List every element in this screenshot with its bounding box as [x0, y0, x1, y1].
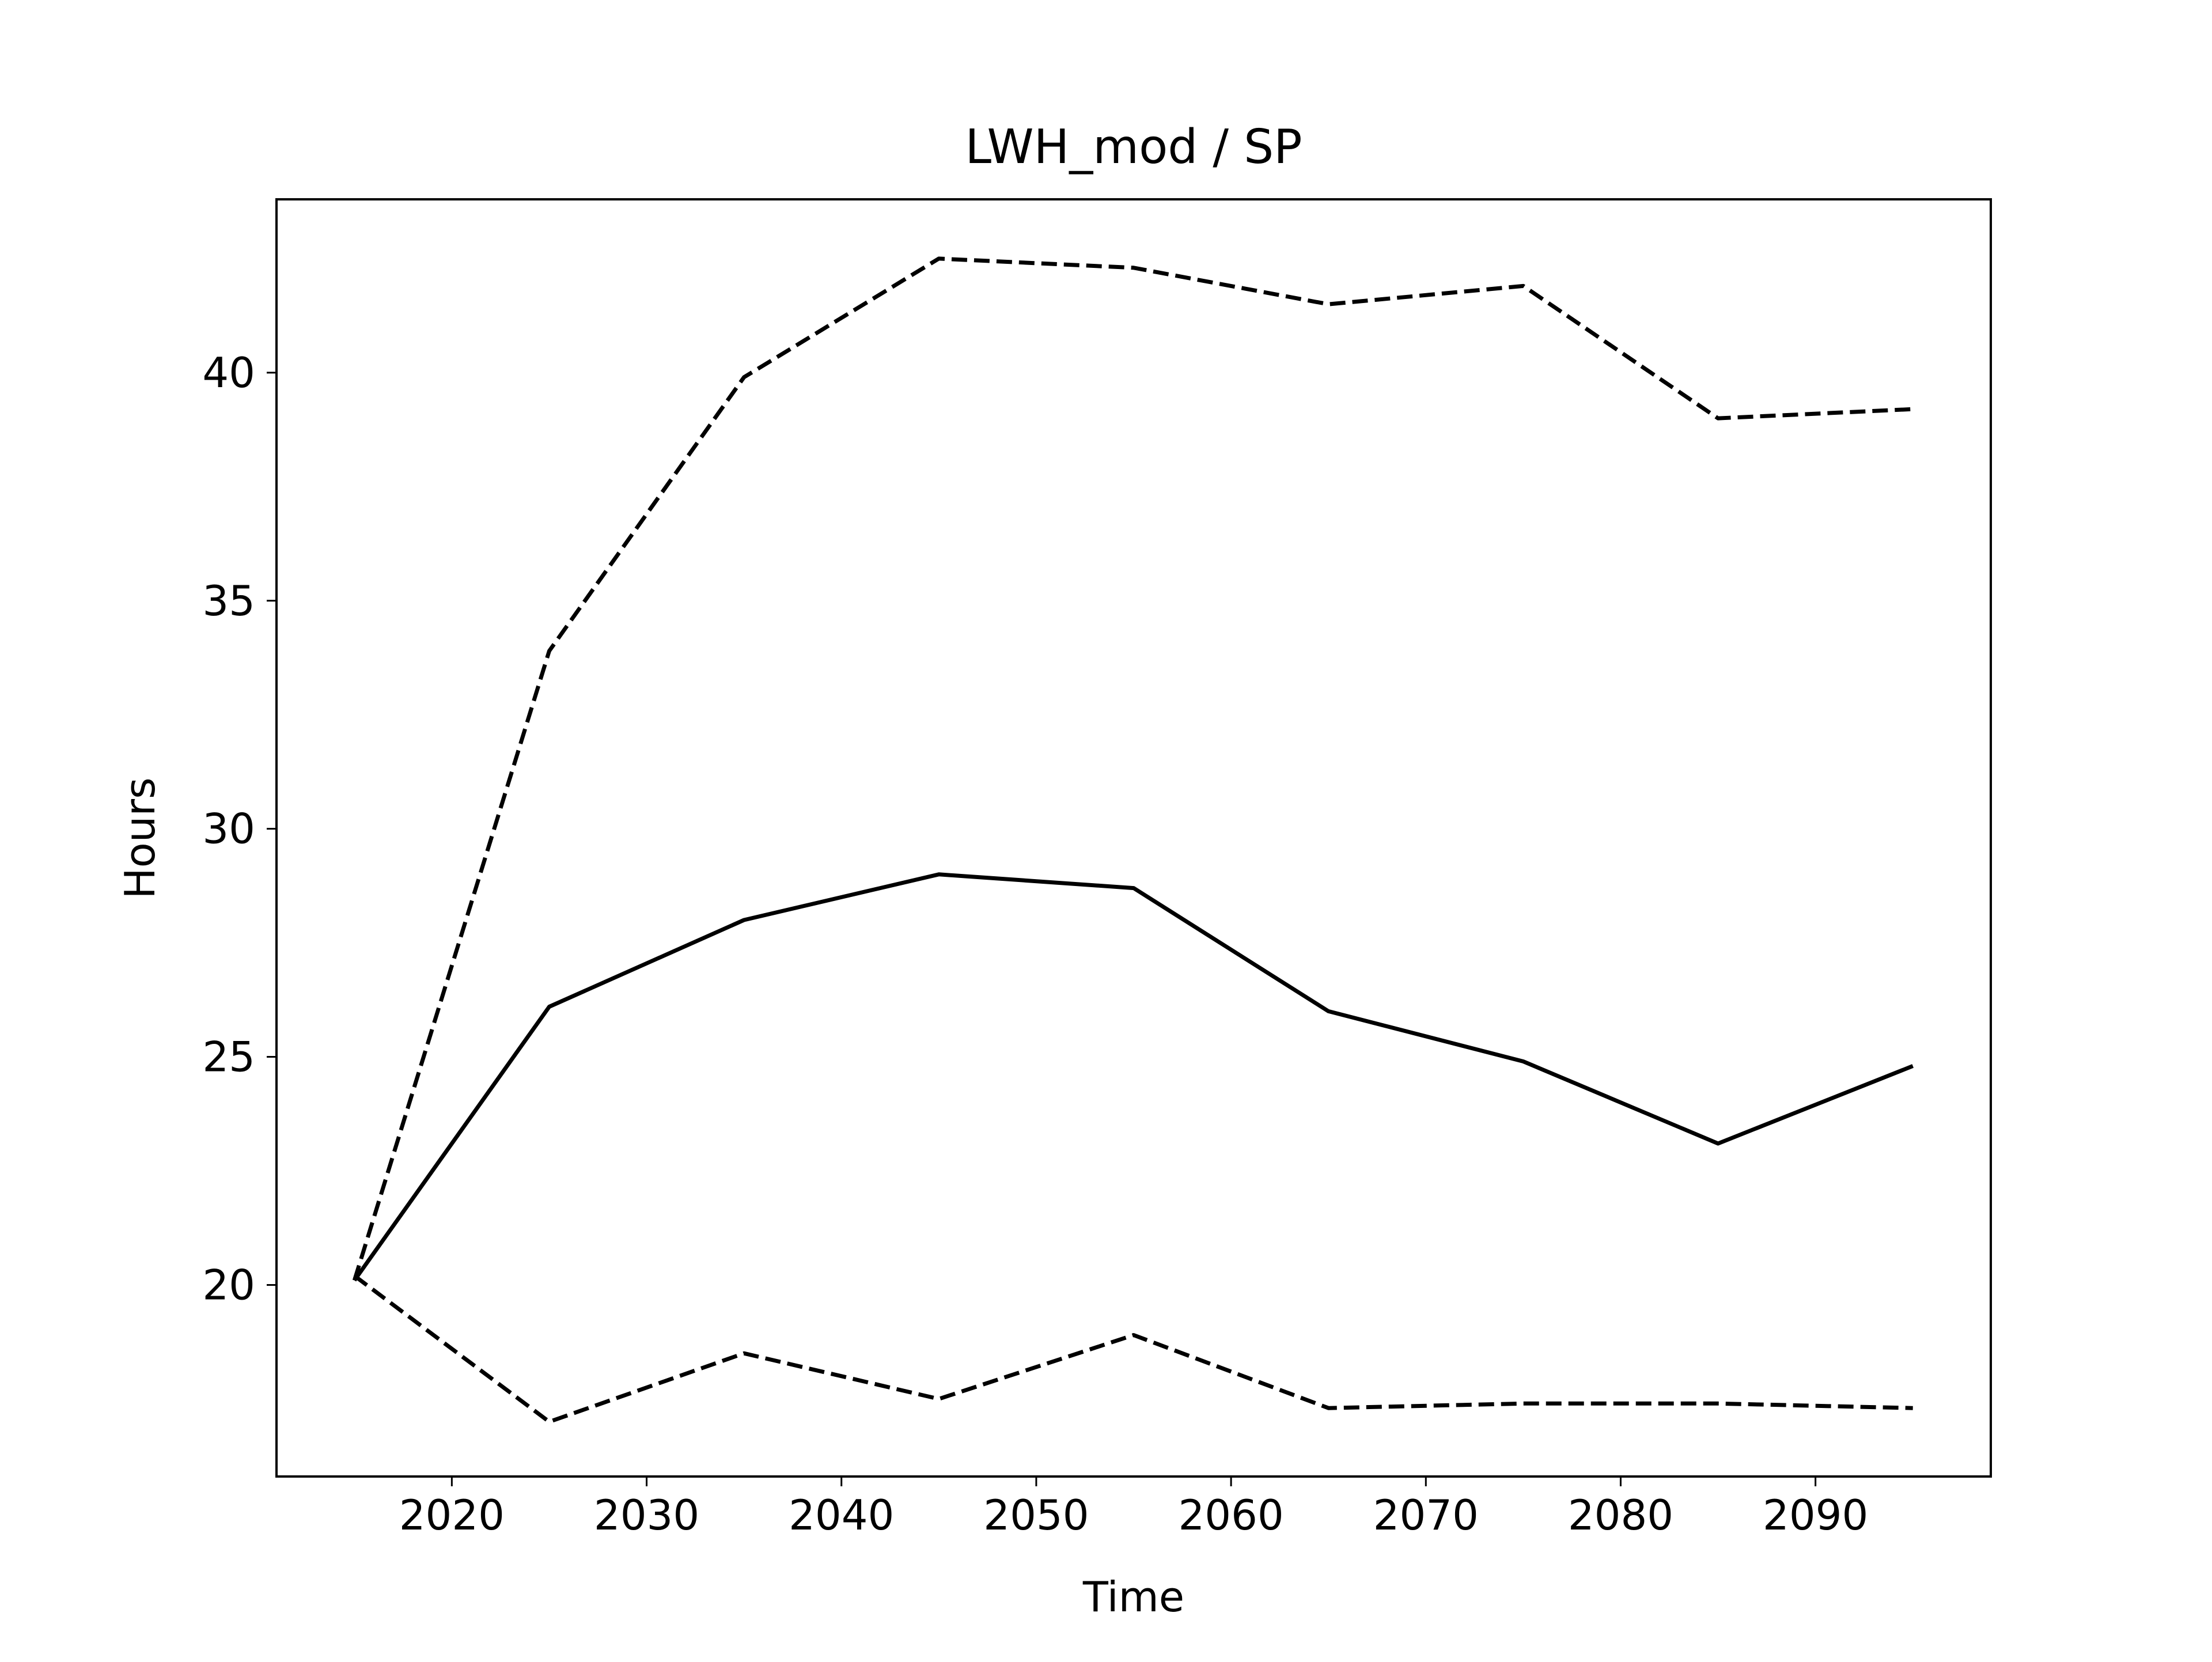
chart-title: LWH_mod / SP [965, 120, 1302, 175]
x-tick-label: 2090 [1763, 1491, 1868, 1539]
x-tick-label: 2070 [1373, 1491, 1479, 1539]
y-tick-label: 30 [202, 805, 255, 853]
x-tick-label: 2040 [789, 1491, 894, 1539]
y-axis-label: Hours [116, 778, 164, 899]
series-line-1 [352, 256, 1913, 1281]
x-axis-label: Time [1082, 1573, 1184, 1621]
x-tick-label: 2030 [594, 1491, 699, 1539]
y-tick-label: 25 [202, 1033, 255, 1081]
x-axis: 2020 2030 2040 2050 2060 2070 2080 2090 [399, 1477, 1868, 1539]
x-tick-label: 2080 [1568, 1491, 1673, 1539]
y-tick-label: 20 [202, 1260, 255, 1309]
plot-frame [275, 198, 1992, 1478]
x-tick-label: 2060 [1178, 1491, 1283, 1539]
y-axis: 20 25 30 35 40 [202, 349, 276, 1309]
series-line-3 [353, 1274, 1913, 1424]
y-tick-label: 35 [202, 577, 255, 625]
y-tick-label: 40 [202, 349, 255, 397]
x-tick-label: 2020 [399, 1491, 505, 1539]
x-tick-label: 2050 [983, 1491, 1089, 1539]
series-line-2 [353, 872, 1914, 1282]
series-layer [352, 256, 1914, 1424]
